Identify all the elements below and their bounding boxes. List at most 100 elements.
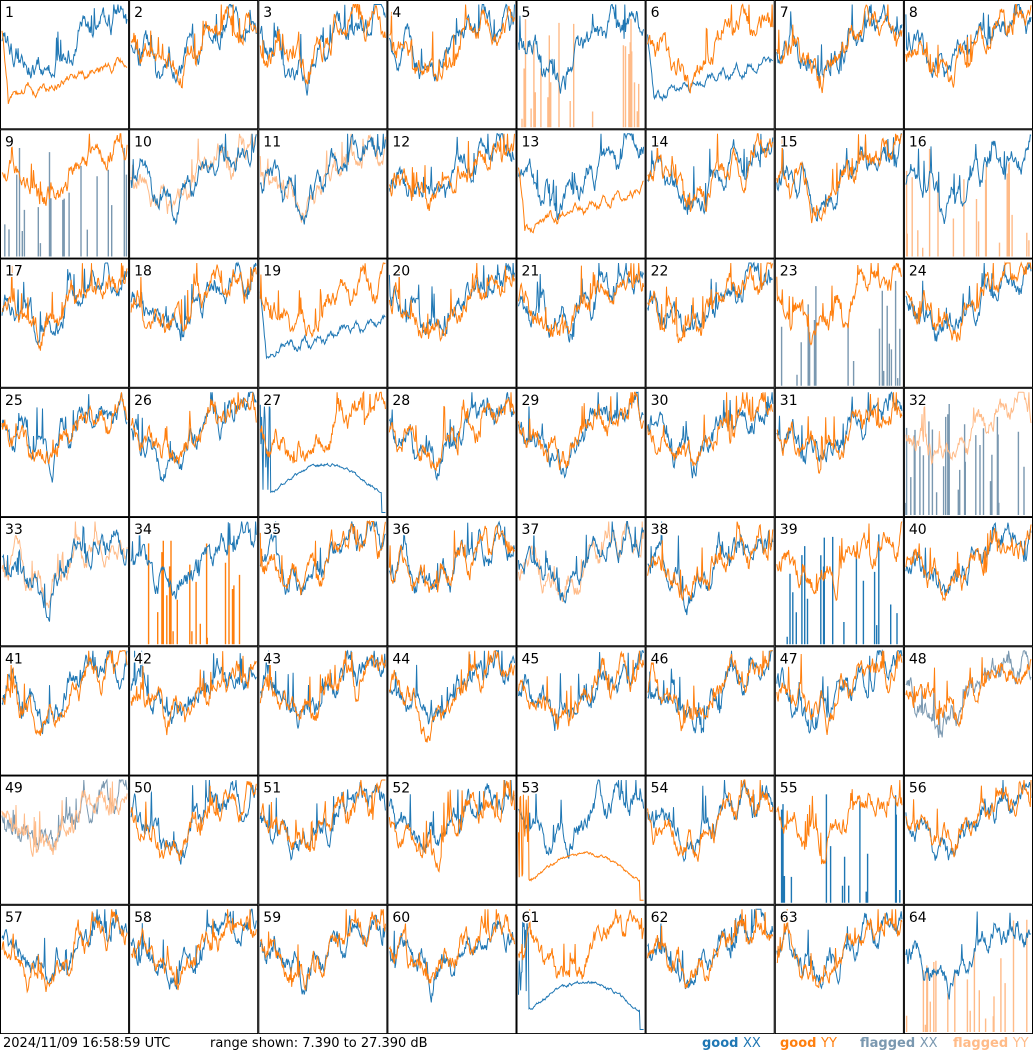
panel-border	[129, 0, 259, 130]
series-line-yy	[388, 262, 515, 343]
panel-number-label: 49	[5, 781, 23, 797]
antenna-panel-31: 31	[774, 387, 904, 518]
series-line-xx	[905, 404, 1025, 515]
antenna-panel-17: 17	[0, 258, 130, 388]
panel-number-label: 37	[522, 522, 540, 538]
panel-number-label: 60	[392, 910, 410, 926]
series-line-yy	[776, 392, 903, 474]
series-line-yy	[518, 909, 645, 980]
panel-number-label: 52	[392, 781, 410, 797]
antenna-panel-11: 11	[258, 129, 388, 259]
series-line-yy	[259, 390, 386, 464]
panel-border	[516, 0, 646, 130]
antenna-panel-50: 50	[129, 775, 259, 905]
panel-border	[387, 387, 517, 518]
series-line-yy	[647, 521, 774, 602]
panel-number-label: 34	[134, 522, 152, 538]
antenna-panel-4: 4	[387, 0, 517, 130]
series-line-yy	[518, 794, 644, 901]
series-line-xx	[786, 534, 898, 645]
antenna-panel-20: 20	[387, 258, 517, 388]
series-line-xx	[130, 261, 257, 341]
antenna-panel-63: 63	[774, 904, 904, 1034]
panel-number-label: 26	[134, 393, 152, 409]
antenna-panel-6: 6	[645, 0, 775, 130]
panel-border	[387, 904, 517, 1034]
panel-number-label: 9	[5, 134, 14, 150]
panel-number-label: 19	[263, 264, 281, 280]
series-line-yy	[130, 909, 257, 991]
legend-flagged-yy: flagged YY	[953, 1034, 1029, 1053]
panel-border	[0, 258, 130, 388]
panel-number-label: 1	[5, 5, 14, 21]
antenna-panel-58: 58	[129, 904, 259, 1034]
series-line-xx	[776, 391, 903, 465]
series-line-xx	[518, 919, 644, 1030]
series-line-yy	[1, 392, 128, 465]
panel-border	[129, 387, 259, 518]
series-line-xx	[647, 133, 774, 215]
legend-word: good	[702, 1036, 739, 1051]
antenna-panel-52: 52	[387, 775, 517, 905]
panel-number-label: 61	[522, 910, 540, 926]
antenna-panel-16: 16	[903, 129, 1033, 259]
antenna-panel-10: 10	[129, 129, 259, 259]
series-line-xx	[905, 522, 1032, 596]
series-line-yy	[130, 4, 257, 89]
antenna-panel-7: 7	[774, 0, 904, 130]
series-line-xx	[4, 147, 128, 257]
panel-number-label: 41	[5, 651, 23, 667]
antenna-panel-23: 23	[774, 258, 904, 388]
antenna-panel-57: 57	[0, 904, 130, 1034]
series-line-yy	[776, 262, 902, 346]
panel-number-label: 36	[392, 522, 410, 538]
panel-border	[129, 904, 259, 1034]
antenna-panel-54: 54	[645, 775, 775, 905]
series-line-yy	[259, 262, 386, 339]
panel-number-label: 31	[780, 393, 798, 409]
series-line-yy	[388, 392, 515, 472]
antenna-panel-33: 33	[0, 517, 130, 647]
antenna-panel-60: 60	[387, 904, 517, 1034]
series-line-xx	[647, 34, 773, 102]
antenna-panel-15: 15	[774, 129, 904, 259]
antenna-panel-46: 46	[645, 646, 775, 776]
panel-number-label: 8	[909, 5, 918, 21]
series-line-xx	[259, 133, 386, 225]
panel-border	[387, 517, 517, 647]
panel-border	[258, 258, 388, 388]
series-line-xx	[259, 4, 386, 96]
antenna-panel-35: 35	[258, 517, 388, 647]
series-line-yy	[647, 650, 773, 732]
panel-border	[516, 904, 646, 1034]
panel-number-label: 38	[651, 522, 669, 538]
series-line-yy	[905, 779, 1032, 858]
series-line-xx	[130, 908, 257, 990]
series-line-yy	[1, 133, 128, 206]
series-line-xx	[130, 779, 257, 865]
panel-border	[774, 517, 904, 647]
panel-number-label: 58	[134, 910, 152, 926]
panel-number-label: 55	[780, 781, 798, 797]
panel-border	[0, 517, 130, 647]
series-line-yy	[259, 4, 386, 85]
panel-border	[774, 129, 904, 259]
panel-border	[645, 775, 775, 905]
panel-number-label: 48	[909, 651, 927, 667]
series-line-yy	[647, 909, 774, 989]
series-line-yy	[388, 909, 515, 984]
antenna-panel-42: 42	[129, 646, 259, 776]
panel-border	[258, 129, 388, 259]
series-line-xx	[388, 3, 515, 82]
series-line-xx	[1, 525, 128, 622]
panel-border	[645, 258, 775, 388]
antenna-panel-64: 64	[903, 904, 1033, 1034]
panel-border	[129, 129, 259, 259]
panel-border	[129, 646, 259, 776]
antenna-panel-41: 41	[0, 646, 130, 776]
series-line-xx	[259, 403, 386, 513]
series-line-xx	[780, 280, 901, 386]
panel-border	[387, 0, 517, 130]
panel-number-label: 12	[392, 134, 410, 150]
